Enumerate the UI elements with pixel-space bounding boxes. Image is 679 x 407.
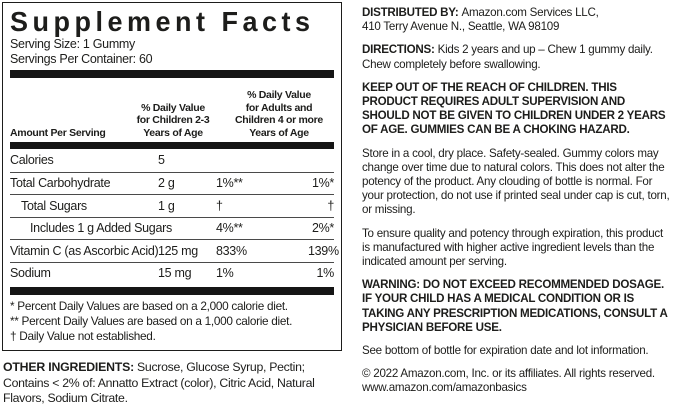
nutrient-dv-children: 4%**: [216, 221, 243, 236]
directions-label: DIRECTIONS:: [362, 43, 435, 57]
nutrient-amount: 15 mg: [158, 266, 192, 281]
nutrient-amount: 5: [158, 153, 165, 168]
nutrient-dv-adults: 1%: [316, 266, 335, 281]
warning-text: DO NOT EXCEED RECOMMENDED DOSAGE. IF YOU…: [362, 278, 668, 334]
warning-label: WARNING:: [362, 278, 420, 292]
nutrient-dv-adults: 2%*: [311, 221, 334, 236]
keep-out-warning: KEEP OUT OF THE REACH OF CHILDREN. THIS …: [362, 80, 666, 137]
other-ingredients-label: OTHER INGREDIENTS:: [3, 360, 134, 374]
footnotes: * Percent Daily Values are based on a 2,…: [10, 295, 334, 346]
footnote-1000-calorie: ** Percent Daily Values are based on a 1…: [10, 314, 293, 328]
header-dv-adults: % Daily Value for Adults and Children 4 …: [235, 89, 323, 139]
right-column: DISTRIBUTED BY: Amazon.com Services LLC, …: [344, 0, 679, 406]
storage-instructions: Store in a cool, dry place. Safety-seale…: [362, 146, 670, 217]
nutrient-dv-children: 1%: [216, 266, 234, 281]
table-row-total-sugars: Total Sugars 1 g † †: [10, 194, 334, 217]
table-header: Amount Per Serving % Daily Value for Chi…: [10, 78, 334, 142]
distributed-by: DISTRIBUTED BY: Amazon.com Services LLC, …: [362, 6, 673, 34]
nutrient-name: Calories: [10, 153, 54, 168]
nutrient-dv-children: 833%: [216, 243, 247, 258]
nutrient-amount: 125 mg: [158, 243, 198, 258]
divider-bar-bottom: [10, 287, 334, 295]
table-row-vitamin-c: Vitamin C (as Ascorbic Acid) 125 mg 833%…: [10, 239, 339, 262]
nutrient-dv-children: †: [216, 198, 223, 213]
servings-per-container: Servings Per Container: 60: [10, 52, 153, 66]
divider-bar-header: [10, 142, 334, 149]
left-column: Supplement Facts Serving Size: 1 Gummy S…: [2, 2, 343, 407]
nutrient-table: Calories 5 Total Carbohydrate 2 g 1%** 1…: [10, 149, 339, 285]
nutrient-name: Includes 1 g Added Sugars: [30, 221, 172, 236]
nutrient-dv-adults: 139%: [308, 243, 339, 258]
nutrient-name: Sodium: [10, 266, 51, 281]
table-row-sodium: Sodium 15 mg 1% 1%: [10, 261, 335, 285]
nutrient-dv-adults: 1%*: [311, 176, 334, 191]
other-ingredients: OTHER INGREDIENTS: Sucrose, Glucose Syrup…: [3, 360, 343, 407]
expiration-note: See bottom of bottle for expiration date…: [362, 344, 649, 358]
table-row-calories: Calories 5: [10, 149, 334, 172]
other-ingredients-text: Sucrose, Glucose Syrup, Pectin; Contains…: [3, 360, 315, 405]
quality-statement: To ensure quality and potency through ex…: [362, 226, 663, 269]
dosage-warning: WARNING: DO NOT EXCEED RECOMMENDED DOSAGE…: [362, 278, 673, 335]
footnote-daily-value: † Daily Value not established.: [10, 329, 156, 343]
directions-text: Kids 2 years and up – Chew 1 gummy daily…: [362, 43, 653, 71]
nutrient-amount: 2 g: [158, 176, 175, 191]
header-dv-children: % Daily Value for Children 2-3 Years of …: [136, 101, 210, 139]
panel-title: Supplement Facts: [10, 6, 315, 38]
nutrient-dv-adults: †: [327, 198, 334, 213]
directions: DIRECTIONS: Kids 2 years and up – Chew 1 …: [362, 43, 673, 71]
copyright: © 2022 Amazon.com, Inc. or its affiliate…: [362, 367, 655, 395]
nutrient-name: Vitamin C (as Ascorbic Acid): [10, 243, 159, 258]
supplement-facts-panel: Supplement Facts Serving Size: 1 Gummy S…: [2, 2, 342, 351]
nutrient-dv-children: 1%**: [216, 176, 243, 191]
serving-size: Serving Size: 1 Gummy: [10, 37, 135, 51]
divider-bar-top: [10, 70, 334, 78]
nutrient-name: Total Sugars: [21, 198, 87, 213]
table-row-added-sugars: Includes 1 g Added Sugars 4%** 2%*: [10, 216, 334, 240]
distributed-by-text: Amazon.com Services LLC, 410 Terry Avenu…: [362, 6, 599, 34]
header-amount-per-serving: Amount Per Serving: [10, 126, 106, 139]
nutrient-name: Total Carbohydrate: [10, 176, 111, 191]
footnote-2000-calorie: * Percent Daily Values are based on a 2,…: [10, 299, 288, 313]
distributed-by-label: DISTRIBUTED BY:: [362, 6, 459, 19]
table-row-total-carbohydrate: Total Carbohydrate 2 g 1%** 1%*: [10, 171, 334, 195]
nutrient-amount: 1 g: [158, 198, 175, 213]
